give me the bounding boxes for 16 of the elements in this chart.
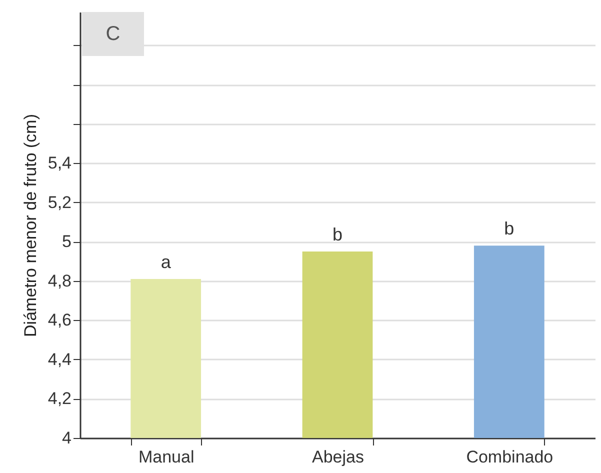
y-axis-title: Diámetro menor de fruto (cm) — [20, 114, 40, 337]
data-label: b — [332, 224, 343, 244]
y-tick-label: 4,6 — [48, 310, 72, 330]
x-tick-label: Abejas — [312, 448, 364, 466]
x-tick-label: Combinado — [466, 448, 554, 466]
y-tick-label: 5 — [62, 232, 72, 252]
y-tick-label: 5,4 — [48, 154, 72, 173]
data-label: a — [160, 252, 172, 272]
y-tick-label: 4 — [62, 428, 72, 448]
annotation: C — [106, 23, 120, 45]
y-tick-label: 4,8 — [48, 271, 72, 290]
y-tick-label: 4,2 — [48, 389, 72, 408]
y-tick-label: 5,2 — [48, 192, 72, 212]
x-tick-label: Manual — [138, 448, 194, 466]
data-label: b — [504, 218, 514, 239]
y-tick-label: 4,4 — [48, 350, 72, 369]
